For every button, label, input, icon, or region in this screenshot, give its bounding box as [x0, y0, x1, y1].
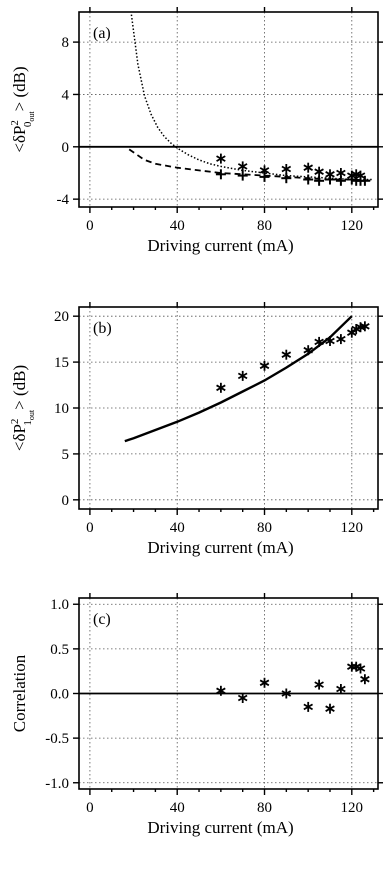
asterisk-marker — [237, 161, 248, 172]
y-tick-label: 1.0 — [50, 597, 69, 613]
y-axis-title: Correlation — [10, 654, 29, 732]
x-axis-title: Driving current (mA) — [147, 538, 293, 557]
panel-c: 0 40 80 120 -1.0 -0.5 0.0 0.5 1.0 Driving current… — [10, 593, 383, 837]
y-tick-label: -4 — [57, 192, 70, 208]
y-tick-label: 0 — [62, 140, 70, 156]
y-tick-label: -1.0 — [45, 776, 69, 792]
x-tick-label: 0 — [86, 218, 94, 234]
y-tick-label: 0 — [62, 493, 70, 509]
x-tick-label: 120 — [341, 800, 364, 816]
asterisk-marker — [336, 684, 346, 694]
asterisk-marker — [259, 677, 270, 688]
asterisk-marker — [314, 679, 324, 690]
plus-marker — [281, 173, 292, 184]
panel-label: (b) — [93, 320, 112, 337]
asterisk-marker — [314, 166, 324, 177]
x-tick-label: 120 — [341, 218, 364, 234]
panel-a: 0 40 80 120 -4 0 4 8 Driving current (mA) <δP20ou… — [9, 7, 383, 255]
plot-frame — [78, 11, 379, 208]
asterisk-marker — [303, 162, 313, 173]
asterisk-marker — [325, 703, 335, 714]
y-tick-label: 20 — [54, 309, 69, 325]
asterisk-marker — [360, 674, 370, 685]
plus-marker — [335, 175, 346, 186]
asterisk-marker — [237, 370, 248, 381]
x-tick-label: 80 — [257, 520, 272, 536]
y-tick-label: 5 — [62, 447, 70, 463]
panel-label: (c) — [93, 611, 111, 628]
asterisk-marker — [303, 701, 313, 712]
asterisk-marker — [259, 360, 270, 371]
asterisk-marker — [281, 164, 292, 174]
asterisk-marker — [347, 327, 357, 338]
asterisk-marker — [281, 349, 292, 360]
x-tick-label: 80 — [257, 218, 272, 234]
y-tick-label: 8 — [62, 35, 70, 51]
y-tick-label: 0.5 — [50, 642, 69, 658]
x-tick-label: 0 — [86, 520, 94, 536]
x-tick-label: 40 — [170, 800, 185, 816]
y-axis-title: <δP21out> (dB) — [9, 365, 36, 451]
x-tick-label: 80 — [257, 800, 272, 816]
asterisk-marker — [216, 685, 226, 696]
plus-marker — [215, 169, 226, 180]
series-line-solid-line — [124, 315, 353, 443]
y-axis-title: <δP20out> (dB) — [9, 66, 36, 152]
asterisk-marker — [281, 688, 292, 699]
y-tick-label: 10 — [54, 401, 69, 417]
y-tick-label: -0.5 — [45, 731, 69, 747]
series-line-dotted-line — [130, 14, 374, 181]
asterisk-marker — [360, 321, 370, 332]
x-tick-label: 40 — [170, 218, 185, 234]
x-tick-label: 120 — [341, 520, 364, 536]
y-tick-label: 0.0 — [50, 687, 69, 703]
panel-b: 0 40 80 120 0 5 10 15 20 Driving current (mA) <δP2… — [9, 302, 383, 557]
panel-label: (a) — [93, 25, 111, 42]
x-axis-title: Driving current (mA) — [147, 236, 293, 255]
plus-marker — [259, 171, 270, 182]
x-axis-title: Driving current (mA) — [147, 818, 293, 837]
series-line-dashed-line — [128, 148, 374, 182]
asterisk-marker — [336, 334, 346, 345]
x-tick-label: 0 — [86, 800, 94, 816]
asterisk-marker — [237, 693, 248, 703]
y-tick-label: 15 — [54, 355, 69, 371]
asterisk-marker — [216, 382, 226, 393]
x-tick-label: 40 — [170, 520, 185, 536]
asterisk-marker — [355, 663, 366, 674]
y-tick-label: 4 — [62, 87, 70, 103]
plus-marker — [237, 170, 248, 181]
asterisk-marker — [216, 153, 226, 164]
